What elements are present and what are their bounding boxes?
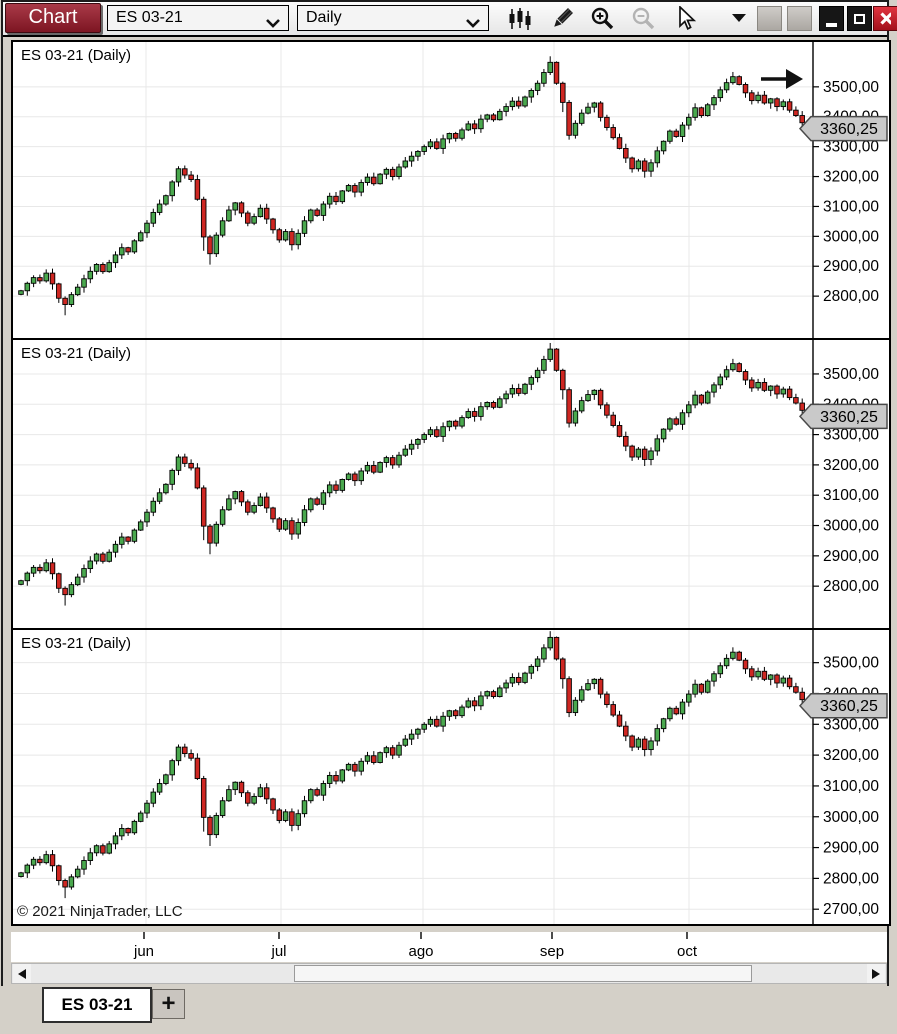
- time-axis: jun jul ago sep oct: [11, 932, 887, 962]
- restore-button[interactable]: [847, 6, 872, 31]
- close-button[interactable]: [873, 6, 897, 31]
- svg-text:2800,00: 2800,00: [823, 578, 879, 595]
- scroll-right-arrow-icon[interactable]: [867, 964, 885, 983]
- price-axis: 3500,003400,003300,003200,003100,003000,…: [813, 655, 879, 918]
- svg-text:3300,00: 3300,00: [823, 716, 879, 733]
- svg-text:3360,25: 3360,25: [820, 698, 878, 715]
- minimize-button[interactable]: [819, 6, 844, 31]
- svg-text:3360,25: 3360,25: [820, 121, 878, 138]
- svg-text:3200,00: 3200,00: [823, 169, 879, 186]
- month-label: jul: [270, 943, 286, 960]
- panel-button-2[interactable]: [787, 6, 812, 31]
- candles: [18, 56, 812, 316]
- minimize-icon: [826, 22, 837, 27]
- instrument-select[interactable]: ES 03-21: [107, 5, 289, 31]
- svg-text:2800,00: 2800,00: [823, 288, 879, 305]
- last-price-marker: 3360,25: [798, 403, 888, 430]
- horizontal-scrollbar[interactable]: [11, 963, 887, 984]
- zoom-in-icon[interactable]: [586, 4, 620, 33]
- chart-panel-1: 3500,003400,003300,003200,003100,003000,…: [13, 42, 889, 338]
- panel-label: ES 03-21 (Daily): [21, 345, 132, 362]
- svg-text:3100,00: 3100,00: [823, 198, 879, 215]
- add-tab-button[interactable]: +: [152, 989, 185, 1019]
- chart-panel-2: 3500,003400,003300,003200,003100,003000,…: [13, 338, 889, 628]
- period-select-value: Daily: [306, 9, 342, 26]
- svg-text:2700,00: 2700,00: [823, 901, 879, 918]
- last-price-marker: 3360,25: [798, 692, 888, 719]
- svg-text:3300,00: 3300,00: [823, 139, 879, 156]
- scroll-left-arrow-icon[interactable]: [13, 964, 31, 983]
- chart-window-content: Chart ES 03-21 Daily: [1, 0, 897, 988]
- chart-style-icon[interactable]: [503, 4, 537, 33]
- svg-text:3500,00: 3500,00: [823, 366, 879, 383]
- tab-bar: ES 03-21 +: [0, 986, 897, 1034]
- svg-text:3200,00: 3200,00: [823, 747, 879, 764]
- restore-icon: [854, 13, 865, 24]
- candlestick-chart: 3500,003400,003300,003200,003100,003000,…: [13, 340, 889, 628]
- instrument-select-value: ES 03-21: [116, 9, 183, 26]
- price-axis: 3500,003400,003300,003200,003100,003000,…: [813, 79, 879, 305]
- month-label: ago: [408, 943, 433, 960]
- svg-text:3500,00: 3500,00: [823, 79, 879, 96]
- cursor-icon[interactable]: [668, 4, 702, 33]
- scrollbar-thumb[interactable]: [294, 965, 752, 982]
- app-menu-button[interactable]: Chart: [5, 3, 101, 33]
- svg-text:3200,00: 3200,00: [823, 457, 879, 474]
- svg-text:2800,00: 2800,00: [823, 870, 879, 887]
- panel-label: ES 03-21 (Daily): [21, 635, 132, 652]
- candles: [18, 342, 812, 606]
- svg-text:3000,00: 3000,00: [823, 809, 879, 826]
- svg-text:3100,00: 3100,00: [823, 778, 879, 795]
- last-price-marker: 3360,25: [798, 115, 888, 142]
- period-select[interactable]: Daily: [297, 5, 489, 31]
- chevron-down-icon: [466, 15, 480, 33]
- toolbar: Chart ES 03-21 Daily: [3, 2, 897, 37]
- svg-text:3300,00: 3300,00: [823, 427, 879, 444]
- month-label: oct: [677, 943, 698, 960]
- svg-text:3100,00: 3100,00: [823, 487, 879, 504]
- panel-label: ES 03-21 (Daily): [21, 47, 132, 64]
- copyright-note: © 2021 NinjaTrader, LLC: [17, 903, 183, 920]
- zoom-out-icon: [627, 4, 661, 33]
- candles: [18, 631, 812, 899]
- chevron-down-icon: [266, 15, 280, 33]
- svg-text:2900,00: 2900,00: [823, 840, 879, 857]
- tools-dropdown-icon[interactable]: [727, 4, 751, 33]
- svg-text:2900,00: 2900,00: [823, 548, 879, 565]
- svg-text:2900,00: 2900,00: [823, 258, 879, 275]
- chart-panel-3: 3500,003400,003300,003200,003100,003000,…: [13, 628, 889, 924]
- month-label: jun: [133, 943, 154, 960]
- panel-button-1[interactable]: [757, 6, 782, 31]
- svg-text:3500,00: 3500,00: [823, 655, 879, 672]
- svg-text:3000,00: 3000,00: [823, 228, 879, 245]
- draw-icon[interactable]: [545, 4, 579, 33]
- tab-es-03-21[interactable]: ES 03-21: [42, 987, 152, 1023]
- svg-text:3360,25: 3360,25: [820, 409, 878, 426]
- candlestick-chart: 3500,003400,003300,003200,003100,003000,…: [13, 630, 889, 924]
- candlestick-chart: 3500,003400,003300,003200,003100,003000,…: [13, 42, 889, 338]
- svg-text:3000,00: 3000,00: [823, 518, 879, 535]
- month-label: sep: [540, 943, 564, 960]
- chart-area: 3500,003400,003300,003200,003100,003000,…: [11, 40, 891, 926]
- close-icon: [880, 12, 891, 25]
- right-arrow-annotation[interactable]: [761, 69, 803, 89]
